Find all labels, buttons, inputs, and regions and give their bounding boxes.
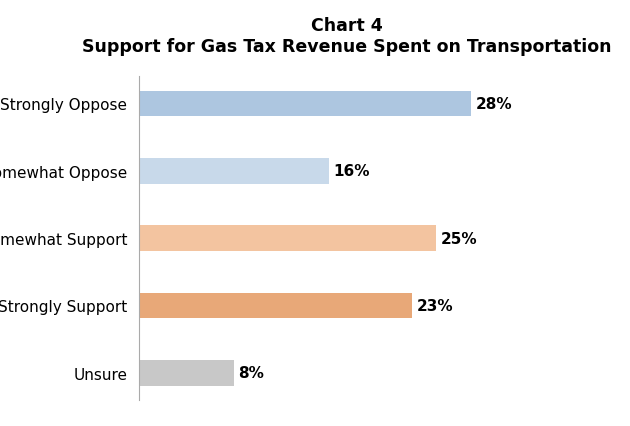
Bar: [139, 92, 471, 117]
Bar: [139, 158, 329, 184]
Text: 16%: 16%: [333, 164, 370, 179]
Bar: [139, 293, 412, 319]
Bar: [139, 226, 435, 251]
Text: 8%: 8%: [238, 366, 264, 380]
Bar: [139, 360, 234, 386]
Text: 23%: 23%: [416, 298, 453, 313]
Text: 25%: 25%: [440, 231, 477, 246]
Text: 28%: 28%: [476, 97, 513, 112]
Title: Chart 4
Support for Gas Tax Revenue Spent on Transportation: Chart 4 Support for Gas Tax Revenue Spen…: [82, 17, 611, 56]
